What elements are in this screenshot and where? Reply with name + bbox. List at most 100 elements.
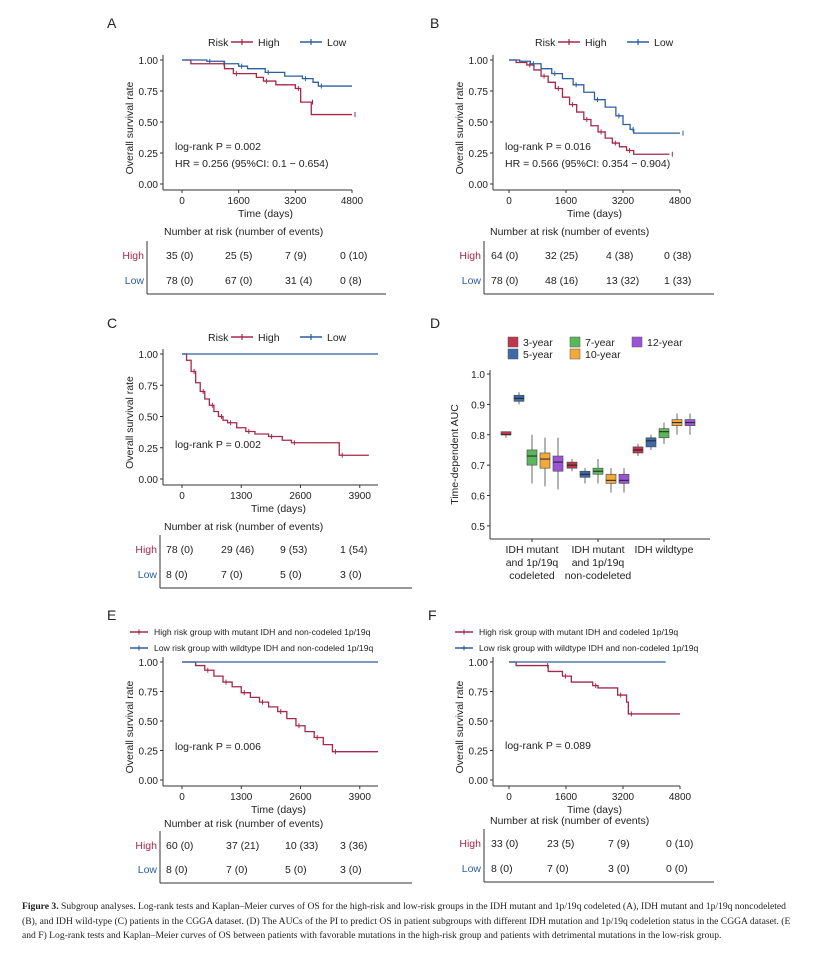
x-tick-label-c: 0 — [179, 491, 185, 502]
risk-table-group-high-a: High — [122, 250, 144, 262]
risk-table-cell-b: 64 (0) — [491, 250, 518, 262]
annotation-f: log-rank P = 0.089 — [505, 740, 591, 752]
y-tick-label-a: 0.25 — [139, 149, 159, 160]
y-tick-label-e: 0.25 — [139, 747, 159, 758]
risk-table-title-c: Number at risk (number of events) — [164, 521, 323, 533]
survival-curve-high-e — [182, 661, 378, 753]
annotation-a: HR = 0.256 (95%CI: 0.1 − 0.654) — [175, 158, 329, 170]
box-7-year-d — [526, 449, 538, 466]
risk-table-cell-c: 5 (0) — [280, 569, 302, 581]
risk-table-group-low-c: Low — [138, 569, 158, 581]
risk-table-title-a: Number at risk (number of events) — [164, 226, 323, 238]
risk-table-group-low-a: Low — [125, 275, 145, 287]
survival-curve-low-a — [182, 59, 352, 87]
legend-swatch-d — [507, 348, 519, 360]
legend-swatch-d — [507, 336, 519, 348]
y-axis-label-d: Time-dependent AUC — [449, 404, 461, 505]
risk-table-cell-a: 67 (0) — [225, 275, 252, 287]
risk-table-cell-e: 3 (36) — [340, 840, 367, 852]
y-tick-label-d: 0.5 — [471, 522, 485, 533]
x-tick-label-c: 3900 — [349, 491, 372, 502]
risk-table-cell-f: 0 (10) — [666, 838, 693, 850]
legend-swatch-d — [569, 348, 581, 360]
x-tick-label-f: 4800 — [669, 792, 692, 803]
risk-table-cell-c: 1 (54) — [340, 544, 367, 556]
y-tick-label-e: 1.00 — [139, 658, 159, 669]
x-category-label-d: codeleted — [509, 570, 555, 582]
risk-table-cell-b: 4 (38) — [606, 250, 633, 262]
legend-title-c: Risk — [208, 332, 229, 344]
y-tick-label-b: 0.50 — [469, 118, 489, 129]
y-axis-label-b: Overall survival rate — [454, 81, 466, 174]
figure-caption: Figure 3. Subgroup analyses. Log-rank te… — [22, 900, 802, 944]
risk-table-cell-f: 8 (0) — [491, 863, 513, 875]
annotation-a: log-rank P = 0.002 — [175, 141, 261, 153]
y-axis-label-f: Overall survival rate — [454, 680, 466, 773]
risk-table-cell-e: 5 (0) — [285, 864, 307, 876]
risk-table-cell-b: 78 (0) — [491, 275, 518, 287]
x-category-label-d: non-codeleted — [565, 570, 632, 582]
box-10-year-d — [539, 452, 551, 469]
panel-letter-c: C — [107, 315, 117, 331]
y-tick-label-b: 1.00 — [469, 56, 489, 67]
survival-curve-high-b — [509, 59, 670, 155]
legend-label-a: High — [258, 37, 280, 49]
panel-letter-d: D — [430, 315, 440, 331]
risk-table-cell-b: 0 (38) — [664, 250, 691, 262]
annotation-c: log-rank P = 0.002 — [175, 439, 261, 451]
risk-table-cell-e: 37 (21) — [226, 840, 259, 852]
legend-label-f: High risk group with mutant IDH and code… — [479, 627, 678, 637]
x-axis-label-e: Time (days) — [251, 804, 306, 816]
risk-table-cell-f: 3 (0) — [608, 863, 630, 875]
legend-label-e: High risk group with mutant IDH and non-… — [154, 627, 371, 637]
x-tick-label-b: 4800 — [669, 196, 692, 207]
y-tick-label-a: 0.50 — [139, 118, 159, 129]
legend-swatch-d — [631, 336, 643, 348]
y-tick-label-e: 0.75 — [139, 688, 159, 699]
legend-swatch-d — [569, 336, 581, 348]
box-12-year-d — [618, 473, 630, 484]
x-tick-label-a: 4800 — [341, 196, 364, 207]
y-tick-label-c: 0.50 — [139, 413, 159, 424]
x-tick-label-e: 2600 — [289, 792, 312, 803]
x-tick-label-b: 1600 — [555, 196, 578, 207]
risk-table-cell-b: 32 (25) — [545, 250, 578, 262]
legend-label-d: 7-year — [585, 337, 615, 349]
risk-table-title-f: Number at risk (number of events) — [490, 815, 649, 827]
risk-table-group-low-e: Low — [138, 864, 158, 876]
x-category-label-d: and 1p/19q — [572, 557, 625, 569]
risk-table-cell-c: 29 (46) — [221, 544, 254, 556]
legend-label-d: 3-year — [523, 337, 553, 349]
x-category-label-d: and 1p/19q — [506, 557, 559, 569]
x-tick-label-f: 1600 — [555, 792, 578, 803]
legend-title-b: Risk — [535, 37, 556, 49]
risk-table-cell-a: 35 (0) — [166, 250, 193, 262]
risk-table-cell-a: 7 (9) — [285, 250, 307, 262]
y-tick-label-f: 0.00 — [469, 776, 489, 787]
risk-table-cell-a: 78 (0) — [166, 275, 193, 287]
y-tick-label-c: 0.25 — [139, 444, 159, 455]
risk-table-cell-b: 1 (33) — [664, 275, 691, 287]
risk-table-title-e: Number at risk (number of events) — [164, 818, 323, 830]
risk-table-cell-e: 10 (33) — [285, 840, 318, 852]
risk-table-cell-c: 8 (0) — [166, 569, 188, 581]
x-axis-label-c: Time (days) — [251, 503, 306, 515]
risk-table-cell-c: 7 (0) — [221, 569, 243, 581]
y-tick-label-b: 0.00 — [469, 180, 489, 191]
risk-table-cell-f: 23 (5) — [547, 838, 574, 850]
x-tick-label-a: 1600 — [228, 196, 251, 207]
x-tick-label-b: 0 — [506, 196, 512, 207]
y-tick-label-b: 0.25 — [469, 149, 489, 160]
y-axis-label-a: Overall survival rate — [124, 81, 136, 174]
legend-label-c: High — [258, 332, 280, 344]
risk-table-cell-f: 0 (0) — [666, 863, 688, 875]
x-tick-label-b: 3200 — [612, 196, 635, 207]
y-tick-label-d: 0.9 — [471, 400, 485, 411]
legend-title-a: Risk — [208, 37, 229, 49]
legend-label-d: 10-year — [585, 349, 621, 361]
x-tick-label-e: 0 — [179, 792, 185, 803]
y-tick-label-f: 0.25 — [469, 747, 489, 758]
legend-label-a: Low — [327, 37, 347, 49]
risk-table-cell-b: 13 (32) — [606, 275, 639, 287]
y-tick-label-e: 0.00 — [139, 776, 159, 787]
